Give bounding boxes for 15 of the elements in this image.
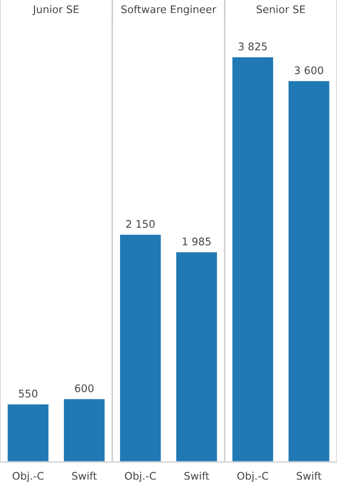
data-label: 600 (75, 384, 94, 392)
x-tick-label: Obj.-C (124, 472, 156, 482)
chart-title: Senior SE (256, 5, 306, 14)
chart-title: Junior SE (32, 5, 79, 16)
chart-title: Software Engineer (121, 5, 216, 16)
data-label: 3 825 (238, 42, 267, 50)
x-tick-label: Swift (72, 472, 97, 480)
data-label: 3 600 (294, 66, 324, 74)
data-label: 550 (18, 390, 38, 398)
data-label: 1 985 (182, 238, 211, 246)
data-label: 2 150 (126, 220, 155, 228)
x-tick-label: Obj.-C (237, 472, 268, 482)
x-tick-label: Obj.-C (12, 472, 44, 482)
x-tick-label: Swift (296, 472, 322, 480)
x-tick-label: Swift (184, 472, 210, 480)
